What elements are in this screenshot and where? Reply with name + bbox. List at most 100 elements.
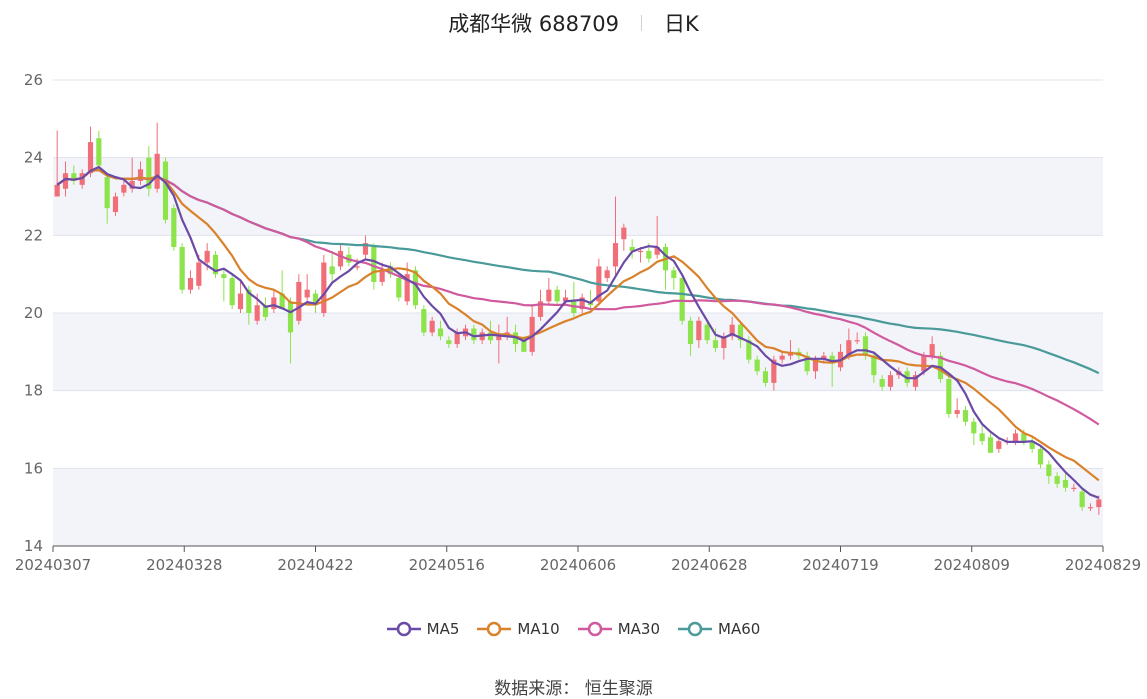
candle-body <box>262 305 269 317</box>
candle-body <box>612 243 619 267</box>
legend-label-ma30: MA30 <box>617 620 661 638</box>
chart-title-row: 成都华微 688709 日K <box>0 6 1147 40</box>
candle-body <box>562 297 569 302</box>
data-source: 数据来源： 恒生聚源 <box>494 679 653 699</box>
candle-body <box>496 336 502 341</box>
legend-item-ma10[interactable]: MA10 <box>477 620 560 638</box>
candle-body <box>1071 487 1077 489</box>
legend-marker-ma60 <box>678 621 713 637</box>
ma-line-ma30 <box>56 168 1100 426</box>
candle-body <box>354 266 360 268</box>
candle-body <box>779 355 785 360</box>
legend-label-ma60: MA60 <box>718 620 761 638</box>
candle-body <box>204 250 210 263</box>
candle-body <box>771 359 777 383</box>
candle-body <box>454 332 460 345</box>
candle-body <box>446 340 452 345</box>
candle-body <box>621 227 627 240</box>
candle-body <box>254 305 260 321</box>
y-tick-label: 26 <box>24 71 43 89</box>
x-tick-label: 20240606 <box>540 556 616 574</box>
candle-body <box>296 281 302 321</box>
candle-body <box>1079 491 1085 508</box>
candle-body <box>629 246 635 251</box>
candle-body <box>1054 476 1060 484</box>
candle-body <box>471 328 477 341</box>
x-tick-label: 20240328 <box>146 556 222 574</box>
candle-body <box>312 293 319 306</box>
candle-body <box>329 266 335 275</box>
candle-body <box>671 270 677 279</box>
candle-body <box>946 379 952 414</box>
grid-band <box>53 468 1103 546</box>
candle-body <box>62 173 69 189</box>
candle-body <box>637 250 644 253</box>
candle-body <box>71 173 77 181</box>
candle-body <box>229 278 235 306</box>
candle-body <box>96 138 102 166</box>
candle-body <box>987 437 994 453</box>
candle-body <box>979 433 985 442</box>
title-separator <box>641 15 643 31</box>
candle-body <box>812 359 819 372</box>
x-tick-label: 20240809 <box>934 556 1010 574</box>
candle-body <box>962 410 969 422</box>
candle-body <box>154 153 160 189</box>
legend-item-ma5[interactable]: MA5 <box>386 620 459 638</box>
candle-body <box>704 324 710 341</box>
ma-line-ma5 <box>56 165 1100 499</box>
candle-body <box>104 177 110 209</box>
candle-body <box>971 421 977 434</box>
legend-item-ma60[interactable]: MA60 <box>678 620 760 638</box>
candle-body <box>604 270 610 279</box>
candle-body <box>437 328 444 337</box>
candle-body <box>829 355 835 364</box>
candle-body <box>279 293 285 310</box>
candle-body <box>1046 464 1052 477</box>
y-tick-label: 18 <box>24 382 43 400</box>
x-tick-label: 20240628 <box>671 556 747 574</box>
grid-band <box>53 313 1103 391</box>
x-tick-label: 20240516 <box>409 556 485 574</box>
candle-body <box>762 371 769 383</box>
candle-body <box>171 208 177 247</box>
legend-label-ma10: MA10 <box>517 620 560 638</box>
legend-marker-ma30 <box>577 621 612 637</box>
candlestick-chart: 14 16 18 20 22 24 26 20240307 20240328 20240422 20… <box>15 71 1141 574</box>
candle-body <box>804 355 810 372</box>
candle-body <box>1096 499 1102 508</box>
candle-body <box>954 410 960 414</box>
candle-body <box>362 243 369 255</box>
legend-item-ma30[interactable]: MA30 <box>577 620 661 638</box>
candle-body <box>521 340 527 352</box>
candle-body <box>196 262 202 286</box>
candle-body <box>1029 441 1035 449</box>
candle-body <box>379 270 385 282</box>
candle-body <box>921 355 927 372</box>
candle-body <box>646 250 652 259</box>
y-tick-label: 22 <box>24 226 43 244</box>
candle-body <box>537 301 544 317</box>
candle-body <box>554 289 560 302</box>
candle-body <box>687 320 694 345</box>
x-tick-label: 20240422 <box>277 556 353 574</box>
candle-body <box>112 196 119 213</box>
candle-body <box>862 336 869 356</box>
candle-body <box>87 142 94 174</box>
candle-body <box>121 184 127 193</box>
legend-marker-ma5 <box>386 621 421 637</box>
candle-body <box>854 340 860 342</box>
candle-body <box>304 289 310 298</box>
candle-body <box>387 266 394 275</box>
candle-body <box>879 379 885 387</box>
candle-body <box>1037 448 1044 465</box>
candle-body <box>871 355 877 376</box>
candle-body <box>696 320 702 341</box>
ma-line-ma10 <box>56 168 1100 482</box>
candle-body <box>179 246 185 290</box>
candle-body <box>421 309 427 333</box>
candle-body <box>221 274 227 279</box>
candle-body <box>929 344 935 356</box>
candle-body <box>846 340 852 356</box>
chart-title: 成都华微 688709 <box>448 12 620 36</box>
